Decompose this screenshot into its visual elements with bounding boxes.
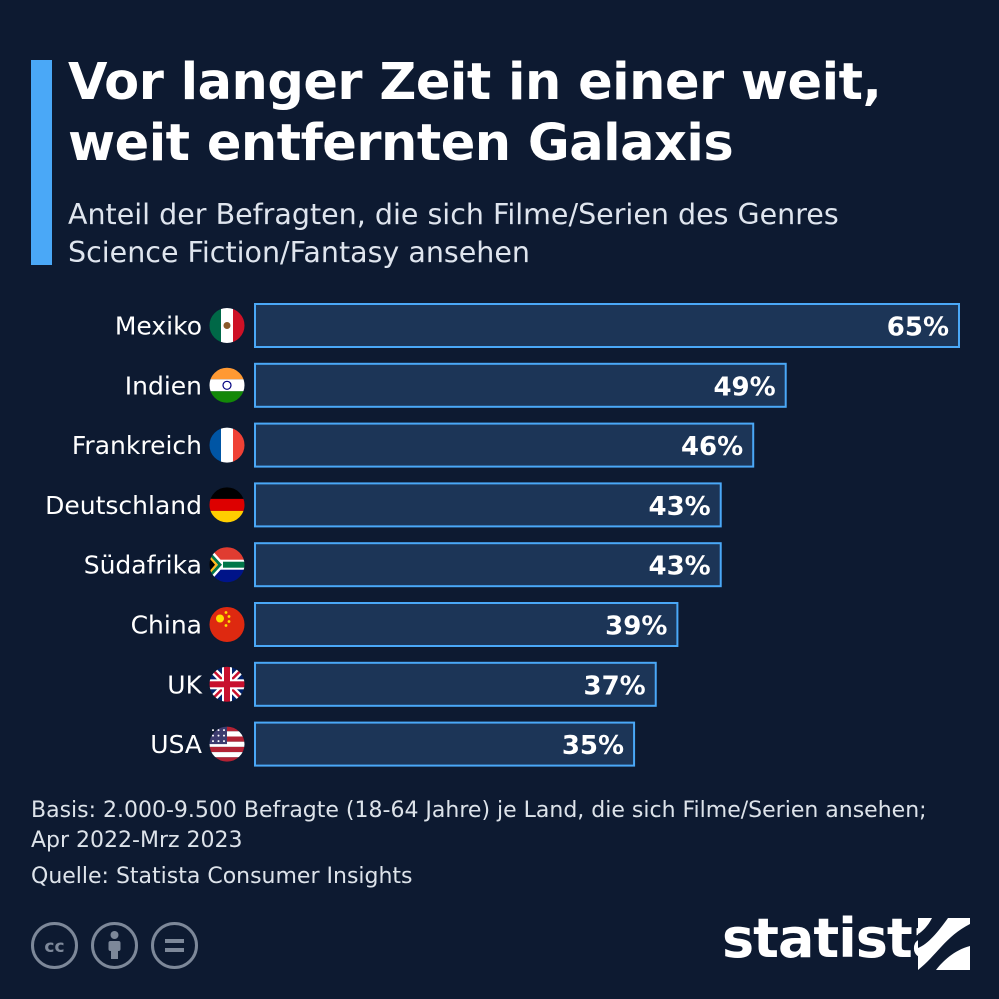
value-label: 43% [648, 492, 710, 522]
chart-subtitle: Anteil der Befragten, die sich Filme/Ser… [68, 196, 968, 272]
title-line-2: weit entfernten Galaxis [68, 114, 734, 173]
value-label: 43% [648, 552, 710, 582]
usa-flag-icon [208, 725, 246, 763]
bar-mexiko[interactable] [254, 303, 960, 348]
value-label: 65% [887, 313, 949, 343]
category-label: Indien [125, 371, 202, 400]
france-flag-icon [208, 426, 246, 464]
bar-chart: 65% Mexiko 49% Indien 46% Frankreich 43% Deutsc… [45, 303, 960, 767]
svg-text:cc: cc [44, 937, 64, 957]
basis-line-1: Basis: 2.000-9.500 Befragte (18-64 Jahre… [31, 798, 927, 823]
chart-title: Vor langer Zeit in einer weit, weit entf… [68, 52, 968, 174]
title-line-1: Vor langer Zeit in einer weit, [68, 53, 882, 112]
statista-logo-text[interactable]: statista [722, 907, 948, 970]
china-flag-icon [208, 606, 246, 643]
bar-uk[interactable] [254, 661, 657, 707]
category-label: China [131, 611, 202, 640]
south-africa-flag-icon [208, 546, 246, 584]
bar-frankreich[interactable] [254, 422, 755, 468]
statista-logo-icon[interactable] [918, 918, 970, 970]
attribution-icon[interactable] [91, 922, 138, 969]
basis-line-2: Apr 2022-Mrz 2023 [31, 828, 243, 853]
value-label: 49% [713, 372, 775, 402]
bar-indien[interactable] [254, 362, 787, 408]
value-label: 35% [562, 731, 624, 761]
category-label: Deutschland [45, 491, 202, 520]
bar-deutschland[interactable] [254, 482, 722, 528]
no-derivatives-icon[interactable] [151, 922, 198, 969]
value-label: 39% [605, 612, 667, 642]
category-label: Frankreich [72, 431, 202, 460]
category-label: UK [167, 670, 202, 699]
subtitle-line-1: Anteil der Befragten, die sich Filme/Ser… [68, 198, 839, 231]
bar-china[interactable] [254, 602, 679, 647]
category-label: Südafrika [84, 551, 202, 580]
uk-flag-icon [208, 665, 246, 703]
subtitle-line-2: Science Fiction/Fantasy ansehen [68, 236, 530, 269]
cc-icon[interactable]: cc [31, 922, 78, 969]
india-flag-icon [208, 366, 246, 404]
bar-usa[interactable] [254, 721, 636, 767]
germany-flag-icon [208, 486, 246, 524]
basis-note: Basis: 2.000-9.500 Befragte (18-64 Jahre… [31, 796, 981, 856]
title-accent-bar [31, 60, 52, 265]
value-label: 37% [584, 671, 646, 701]
value-label: 46% [681, 432, 743, 462]
mexico-flag-icon [208, 307, 246, 344]
category-label: USA [150, 730, 202, 759]
category-label: Mexiko [115, 312, 202, 341]
bar-südafrika[interactable] [254, 542, 722, 588]
source-note: Quelle: Statista Consumer Insights [31, 864, 413, 889]
